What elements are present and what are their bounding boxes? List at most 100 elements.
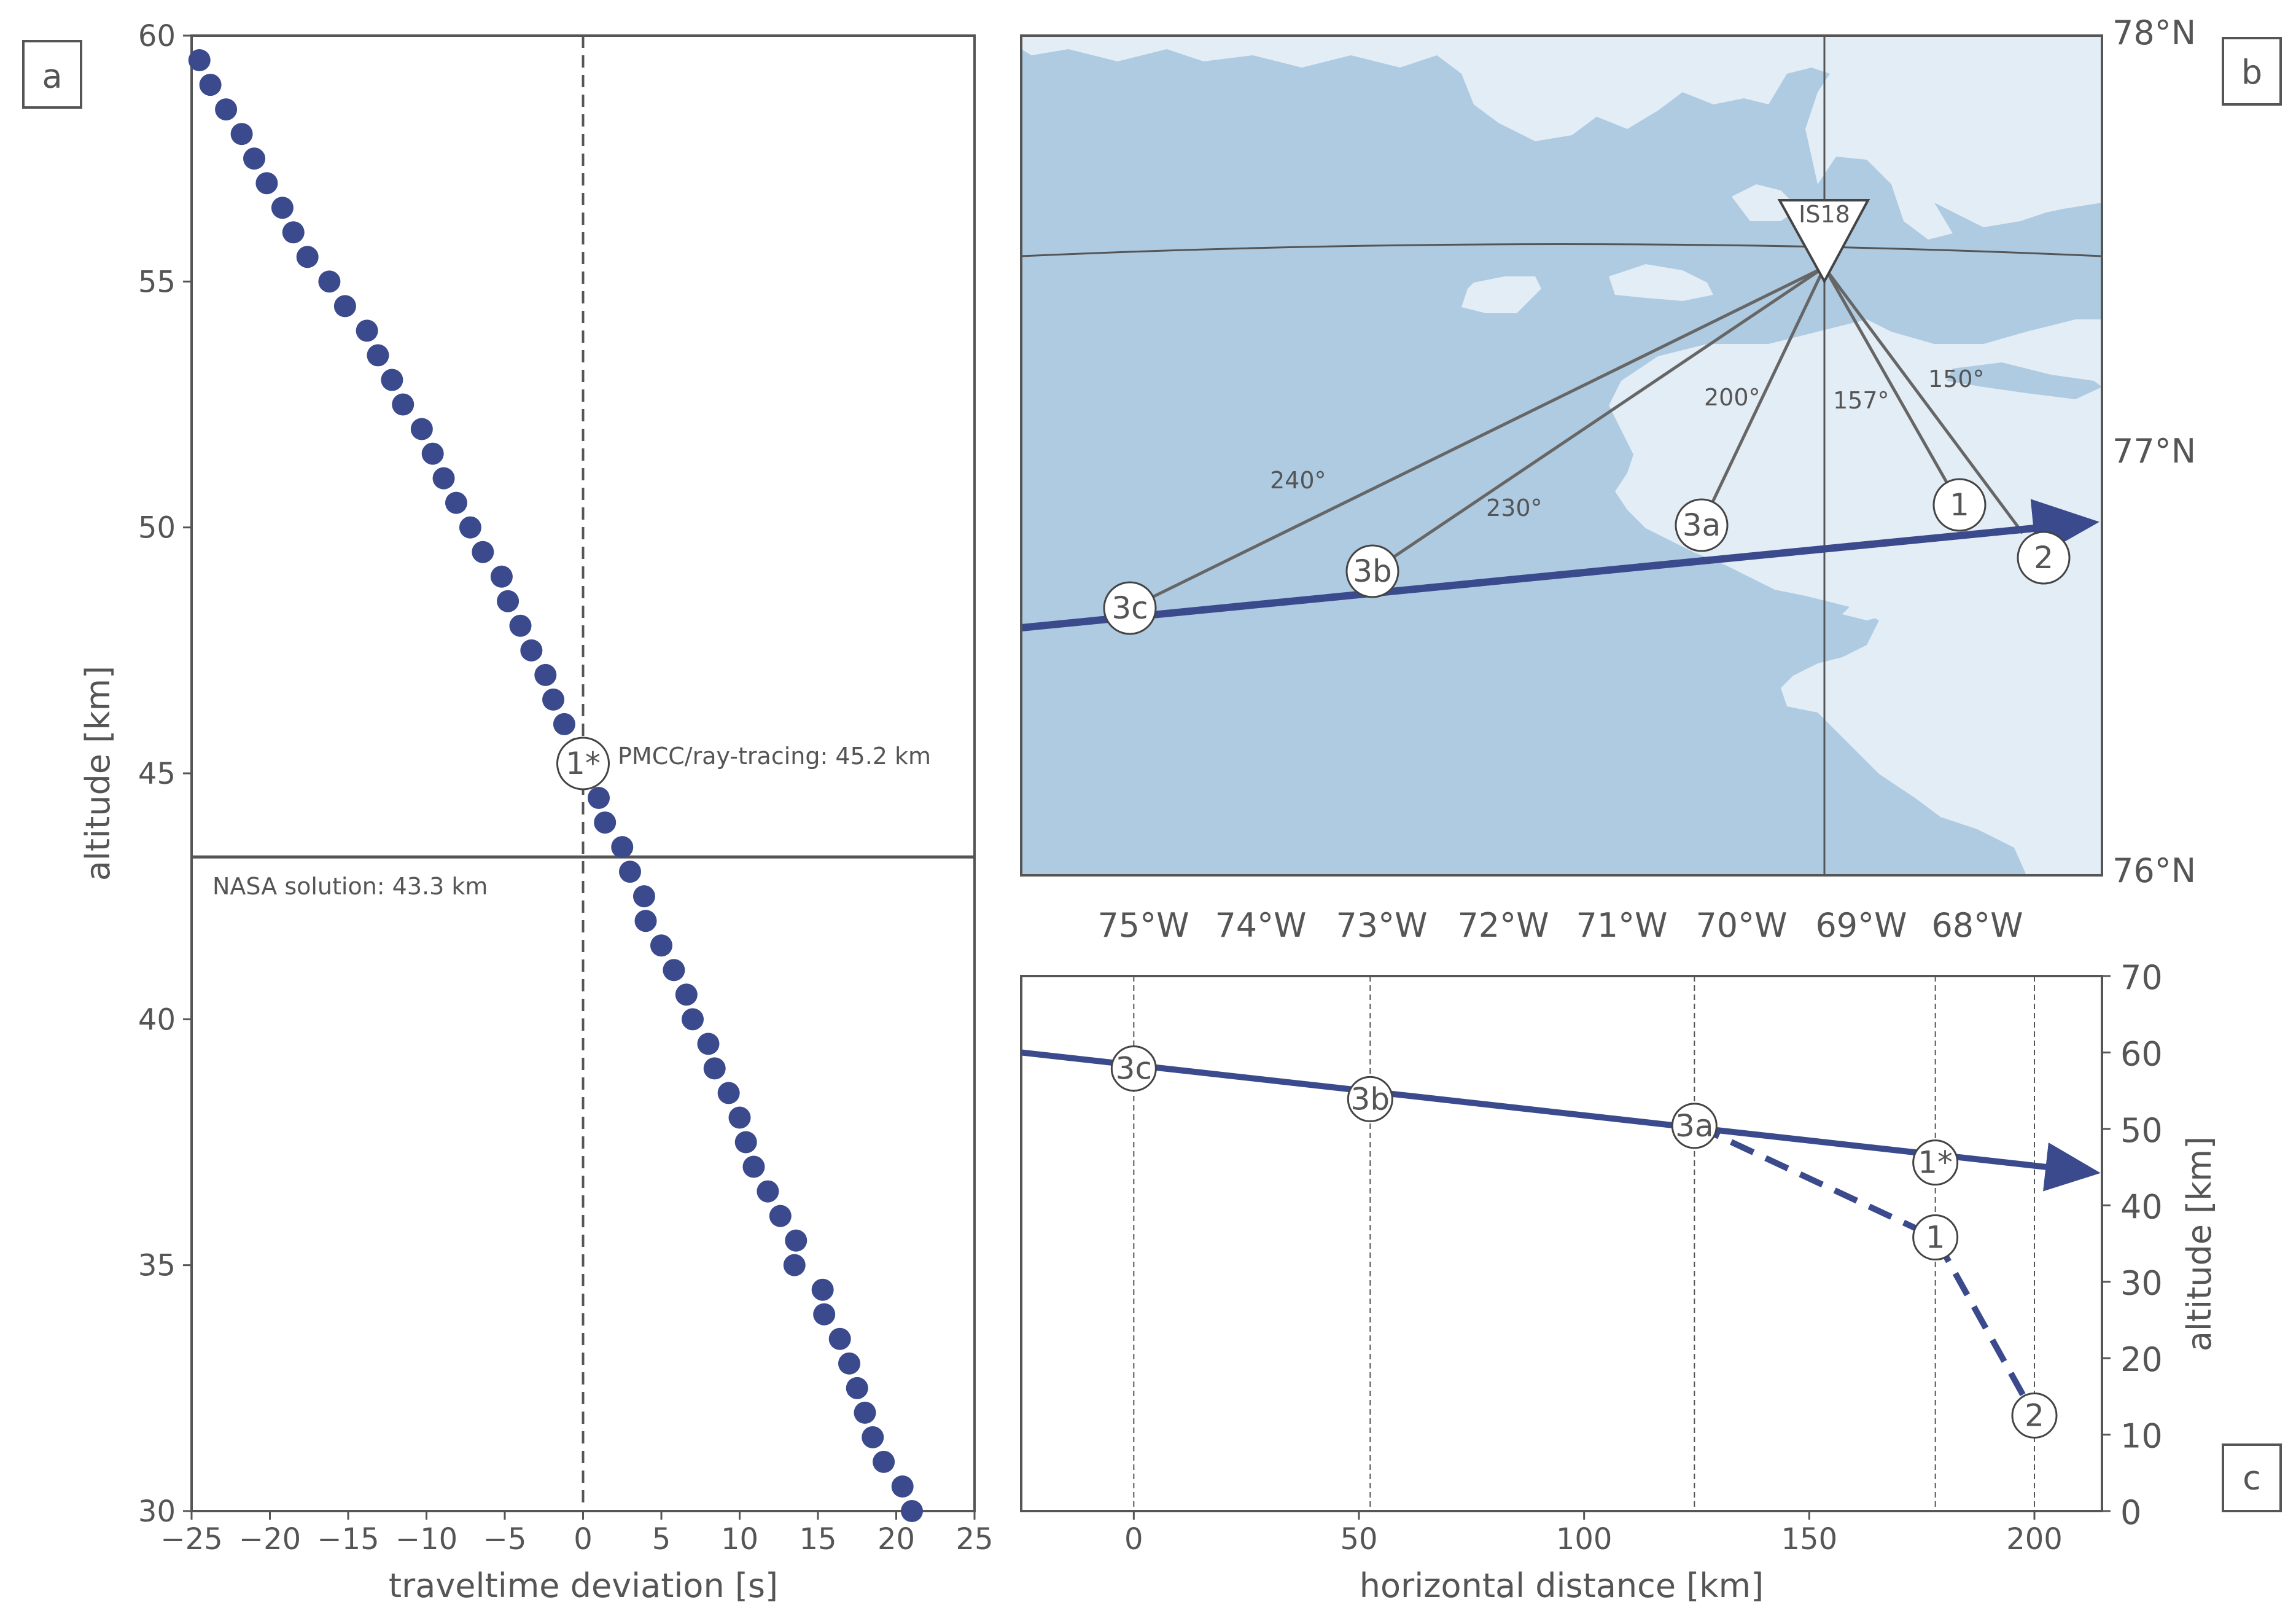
y-tick-label: 55 — [138, 265, 176, 299]
data-point — [296, 246, 319, 268]
panel-a-x-label: traveltime deviation [s] — [389, 1566, 778, 1605]
lon-74w: 74°W — [1215, 906, 1306, 945]
data-point — [333, 295, 356, 318]
pmcc-annotation: PMCC/ray-tracing: 45.2 km — [618, 743, 931, 770]
x-tick-label: −5 — [483, 1522, 527, 1557]
data-point — [367, 344, 389, 367]
azimuth-240: 240° — [1270, 467, 1326, 494]
data-point — [255, 172, 278, 195]
data-point — [588, 787, 610, 810]
panel-c-y-label: altitude [km] — [2180, 1136, 2219, 1351]
data-point — [594, 811, 617, 834]
panel-c-track — [1021, 1049, 2101, 1192]
panel-a-x-ticks: −25 −20 −15 −10 −5 0 5 10 15 20 25 — [160, 1511, 994, 1557]
data-point — [318, 270, 341, 293]
data-point — [854, 1401, 876, 1424]
y-tick-label: 20 — [2120, 1340, 2163, 1379]
data-point — [542, 688, 565, 711]
y-tick-label: 40 — [138, 1002, 176, 1037]
data-point — [619, 861, 641, 883]
profile-marker-3c: 3c — [1110, 1045, 1157, 1092]
azimuth-line-230 — [1371, 265, 1826, 573]
y-tick-label: 45 — [138, 757, 176, 791]
x-tick-label: 100 — [1556, 1522, 1613, 1557]
data-point — [703, 1057, 726, 1080]
data-point — [199, 74, 222, 96]
data-point — [742, 1155, 765, 1178]
y-tick-label: 60 — [2120, 1034, 2163, 1073]
panel-a-points — [188, 49, 923, 1522]
lon-75w: 75°W — [1097, 906, 1189, 945]
data-point — [509, 614, 532, 637]
profile-marker-label: 3b — [1351, 1081, 1390, 1117]
station-is18: IS18 — [1777, 199, 1870, 284]
panel-a-tag: a — [42, 57, 62, 96]
map-marker-3c: 3c — [1103, 581, 1157, 635]
data-point — [381, 369, 403, 391]
azimuth-line-200 — [1700, 266, 1826, 526]
y-tick-label: 0 — [2120, 1493, 2141, 1532]
lon-68w: 68°W — [1931, 906, 2023, 945]
data-point — [675, 983, 698, 1006]
nasa-annotation: NASA solution: 43.3 km — [212, 873, 488, 900]
azimuth-230: 230° — [1486, 494, 1543, 521]
map-lat-labels: 76°N 77°N 78°N — [2112, 14, 2196, 890]
data-point — [534, 663, 557, 686]
data-point — [811, 1278, 834, 1301]
lat-78n: 78°N — [2112, 14, 2196, 52]
map-track — [1021, 499, 2099, 631]
x-tick-label: 0 — [574, 1522, 593, 1557]
panel-c-x-label: horizontal distance [km] — [1360, 1566, 1764, 1605]
panel-c-tag-box — [2222, 1443, 2282, 1512]
x-tick-label: 200 — [2006, 1522, 2063, 1557]
y-tick-label: 35 — [138, 1249, 176, 1283]
data-point — [828, 1327, 851, 1350]
data-point — [734, 1131, 757, 1154]
data-point — [520, 639, 543, 662]
data-point — [472, 541, 494, 563]
data-point — [634, 910, 657, 932]
panel-a-marker: 1* — [556, 736, 610, 791]
panel-c-markers: 3c 3b 3a 1* 1 2 — [1110, 1045, 2058, 1439]
data-point — [356, 319, 378, 342]
inlet — [1947, 362, 2102, 399]
x-tick-label: 50 — [1340, 1522, 1377, 1557]
data-point — [813, 1303, 836, 1326]
panel-a-tag-box — [22, 40, 82, 109]
station-triangle-icon — [1777, 199, 1870, 284]
profile-marker-label: 3c — [1116, 1051, 1152, 1087]
data-point — [432, 467, 455, 490]
x-tick-label: −20 — [239, 1522, 301, 1557]
x-tick-label: 15 — [799, 1522, 836, 1557]
data-point — [490, 565, 513, 588]
data-point — [650, 934, 672, 957]
x-tick-label: 150 — [1781, 1522, 1838, 1557]
y-tick-label: 30 — [138, 1494, 176, 1529]
azimuth-200: 200° — [1704, 384, 1761, 411]
panel-c-descent — [1695, 1123, 2037, 1417]
data-point — [271, 197, 294, 219]
data-point — [230, 123, 253, 146]
x-tick-label: 5 — [652, 1522, 671, 1557]
map-marker-3a: 3a — [1675, 498, 1729, 552]
lon-69w: 69°W — [1815, 906, 1907, 945]
island-2 — [1609, 264, 1713, 301]
x-tick-label: −25 — [160, 1522, 222, 1557]
azimuth-line-240 — [1129, 265, 1826, 610]
data-point — [421, 442, 444, 465]
y-tick-label: 60 — [138, 19, 176, 53]
azimuth-150: 150° — [1928, 365, 1985, 393]
lon-72w: 72°W — [1457, 906, 1549, 945]
data-point — [785, 1229, 807, 1252]
panel-c-distance-lines — [1133, 976, 2035, 1511]
data-point — [873, 1450, 895, 1473]
profile-marker-2: 2 — [2011, 1392, 2058, 1439]
data-point — [846, 1377, 868, 1399]
x-tick-label: 10 — [721, 1522, 758, 1557]
data-point — [410, 418, 433, 440]
data-point — [682, 1008, 704, 1031]
panel-b-tag: b — [2241, 53, 2262, 92]
map-marker-1: 1 — [1932, 478, 1987, 532]
x-tick-label: −15 — [317, 1522, 379, 1557]
